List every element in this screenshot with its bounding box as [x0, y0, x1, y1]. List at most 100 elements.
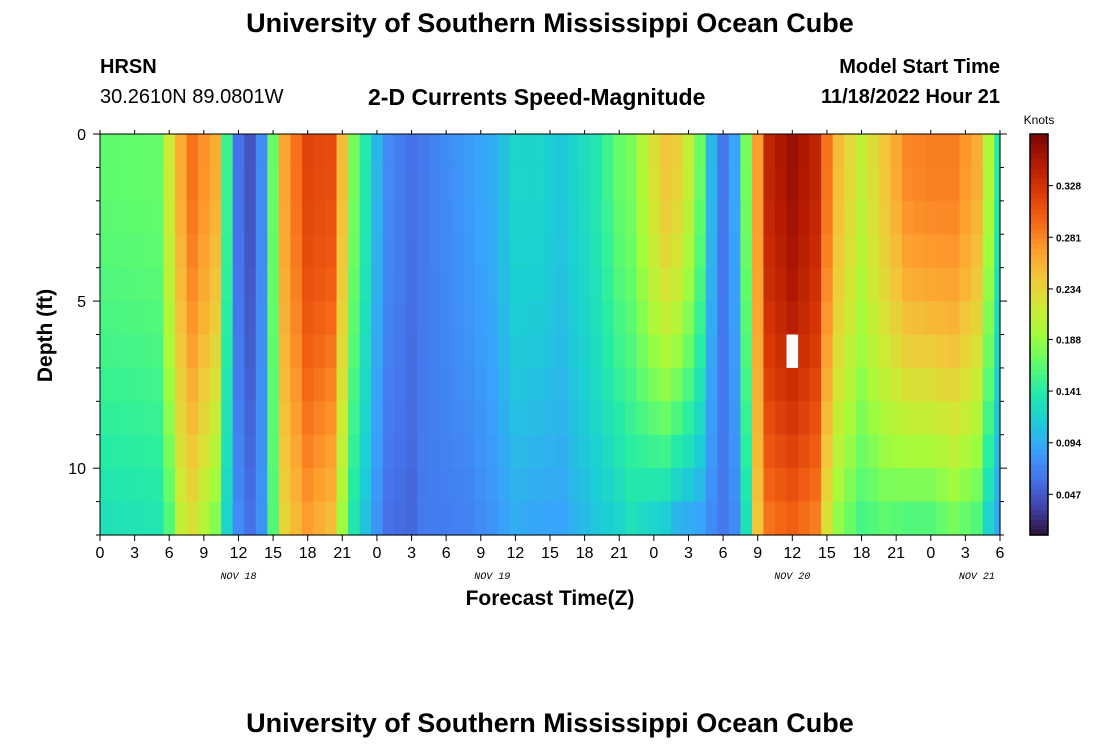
heatmap-cell [221, 134, 234, 169]
heatmap-cell [751, 134, 765, 169]
heatmap-cell [555, 434, 568, 469]
heatmap-cell [486, 200, 499, 235]
heatmap-cell [809, 301, 822, 336]
heatmap-cell [878, 267, 891, 302]
heatmap-cell [982, 501, 995, 536]
heatmap-cell [105, 434, 118, 469]
heatmap-cell [751, 468, 765, 503]
heatmap-cell [440, 501, 453, 536]
heatmap-cell [278, 134, 291, 169]
heatmap-cell [498, 267, 511, 302]
heatmap-cell [705, 200, 718, 235]
x-tick-label: 0 [372, 545, 381, 562]
heatmap-cell [798, 334, 811, 369]
heatmap-cell [740, 401, 753, 436]
heatmap-cell [255, 468, 268, 503]
x-tick-label: 12 [506, 545, 524, 562]
heatmap-cell [601, 334, 615, 369]
heatmap-cell [682, 134, 695, 169]
heatmap-cell [751, 200, 765, 235]
heatmap-cell [394, 200, 407, 235]
heatmap-cell [648, 267, 661, 302]
heatmap-cell [694, 434, 707, 469]
heatmap-cell [301, 367, 315, 402]
heatmap-cell [244, 267, 257, 302]
heatmap-cell [613, 501, 626, 536]
heatmap-cell [451, 434, 465, 469]
colorbar-segment [1030, 469, 1048, 476]
heatmap-cell [890, 167, 903, 202]
heatmap-cell [255, 267, 268, 302]
heatmap-cell [578, 301, 591, 336]
heatmap-cell [232, 234, 245, 269]
heatmap-cell [994, 334, 1001, 369]
heatmap-cell [613, 134, 626, 169]
colorbar-tick-label: 0.328 [1056, 182, 1081, 193]
x-tick-label: 12 [230, 545, 248, 562]
heatmap-cell [694, 267, 707, 302]
heatmap-cell [613, 167, 626, 202]
heatmap-cell [982, 167, 995, 202]
heatmap-cell [521, 134, 534, 169]
heatmap-cell [809, 167, 822, 202]
heatmap-cell [486, 167, 499, 202]
heatmap-cell [405, 367, 418, 402]
heatmap-cell [740, 434, 753, 469]
heatmap-cell [728, 501, 741, 536]
heatmap-cell [590, 434, 603, 469]
heatmap-cell [128, 301, 141, 336]
heatmap-cell [936, 334, 949, 369]
heatmap-cell [451, 501, 465, 536]
heatmap-cell [763, 501, 776, 536]
colorbar-segment [1030, 289, 1048, 295]
heatmap-cell [175, 401, 188, 436]
heatmap-cell [867, 267, 880, 302]
heatmap-cell [775, 401, 788, 436]
heatmap-cell [913, 501, 926, 536]
heatmap-cell [913, 234, 926, 269]
heatmap-cell [151, 468, 165, 503]
heatmap-cell [959, 267, 972, 302]
colorbar-segment [1030, 174, 1048, 180]
heatmap-cell [463, 301, 476, 336]
heatmap-cell [567, 267, 580, 302]
page-title: University of Southern Mississippi Ocean… [246, 8, 854, 38]
heatmap-cell [405, 167, 418, 202]
heatmap-cell [855, 468, 868, 503]
heatmap-cell [855, 434, 868, 469]
heatmap-cell [878, 134, 891, 169]
heatmap-cell [567, 367, 580, 402]
heatmap-cell [336, 434, 349, 469]
heatmap-cell [325, 134, 338, 169]
colorbar-tick-label: 0.281 [1056, 233, 1081, 244]
heatmap-cell [440, 401, 453, 436]
heatmap-cell [463, 501, 476, 536]
y-tick-label: 0 [77, 127, 86, 144]
heatmap-cell [232, 434, 245, 469]
heatmap-cell [936, 501, 949, 536]
heatmap-cell [186, 134, 199, 169]
heatmap-cell [336, 334, 349, 369]
colorbar-segment [1030, 264, 1048, 270]
heatmap-cell [578, 501, 591, 536]
heatmap-cell [313, 367, 326, 402]
heatmap-cell [359, 334, 372, 369]
heatmap-cell [371, 434, 384, 469]
heatmap-cell [486, 501, 499, 536]
colorbar-segment [1030, 319, 1048, 326]
heatmap-cell [694, 301, 707, 336]
heatmap-cell [544, 200, 557, 235]
colorbar-segment [1030, 274, 1048, 280]
heatmap-cell [844, 334, 857, 369]
heatmap-cell [728, 468, 741, 503]
heatmap-cell [751, 267, 765, 302]
heatmap-cell [625, 234, 638, 269]
heatmap-cell [971, 167, 984, 202]
heatmap-cell [532, 334, 545, 369]
heatmap-cell [440, 234, 453, 269]
colorbar-segment [1030, 334, 1048, 341]
heatmap-cell [198, 134, 211, 169]
heatmap-cell [694, 501, 707, 536]
x-tick-label: 21 [610, 545, 628, 562]
heatmap-cell [751, 401, 765, 436]
